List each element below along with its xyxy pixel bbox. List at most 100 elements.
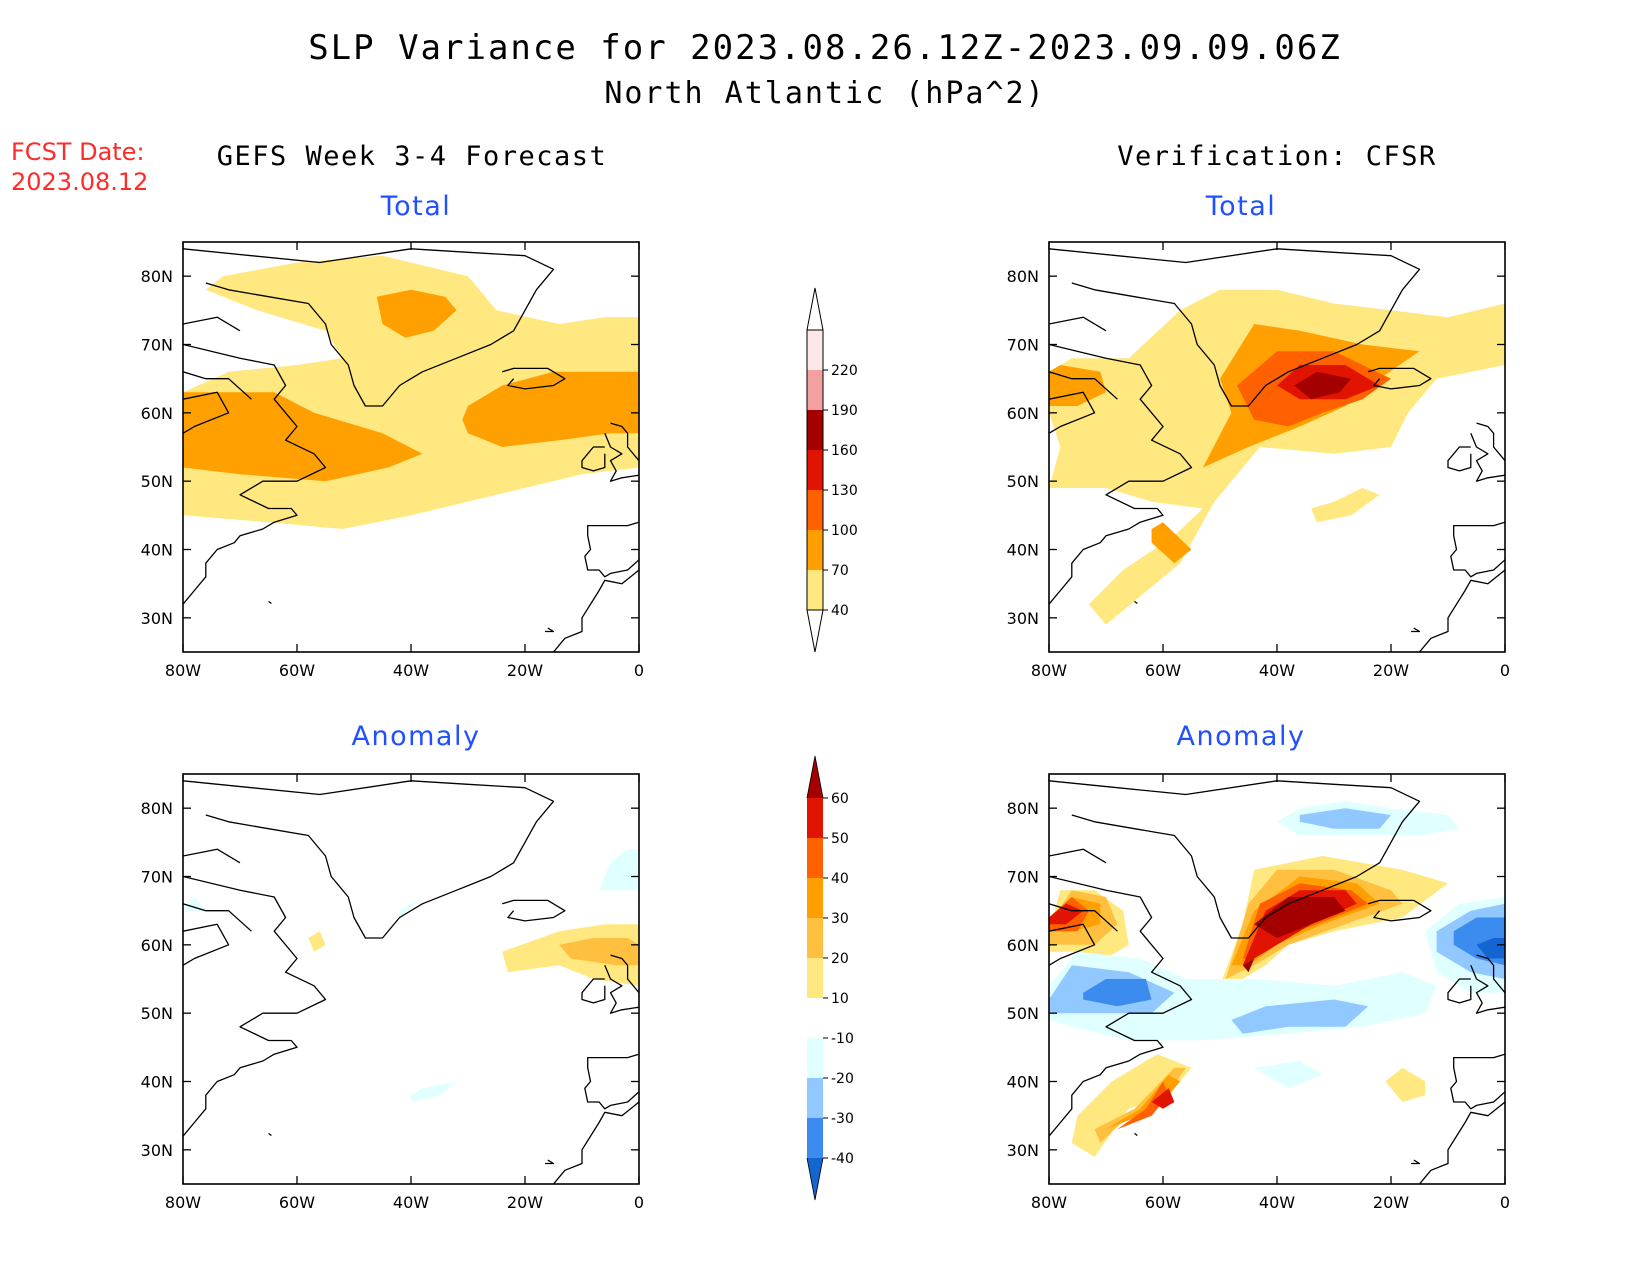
colorbar-anomaly-bottom-arrow: [807, 1158, 823, 1200]
lon-tick-label: 80W: [1031, 661, 1067, 680]
lon-tick-label: 40W: [393, 661, 429, 680]
coastline: [1134, 1132, 1138, 1137]
lat-tick-label: 80N: [1007, 799, 1039, 818]
coastline: [545, 1159, 555, 1165]
coastline: [604, 954, 639, 1014]
lon-tick-label: 60W: [279, 661, 315, 680]
coastline: [1049, 923, 1096, 966]
colorbar-total-label: 160: [831, 443, 858, 459]
contour-fill-minus-30: [1083, 979, 1152, 1007]
lat-tick-label: 60N: [1007, 936, 1039, 955]
lon-tick-label: 20W: [1373, 1193, 1409, 1212]
lat-tick-label: 50N: [141, 1004, 173, 1023]
contour-fill-20: [559, 938, 639, 966]
colorbar-anomaly-box: [807, 878, 823, 918]
colorbar-anomaly-label: 40: [831, 871, 849, 887]
colorbar-total-box: [807, 370, 823, 410]
coastline: [1049, 248, 1421, 407]
coastline: [545, 627, 555, 633]
colorbar-anomaly-box: [807, 1038, 823, 1078]
fc_anom-panel: [183, 774, 639, 1184]
coastline: [1134, 600, 1138, 605]
left-column-title: GEFS Week 3-4 Forecast: [216, 141, 608, 172]
contour-fill-minus-10: [1254, 1061, 1323, 1089]
lon-tick-label: 20W: [1373, 661, 1409, 680]
colorbar-anomaly-box: [807, 998, 823, 1038]
colorbar-total-top-arrow: [806, 287, 824, 331]
lat-tick-label: 40N: [1007, 1073, 1039, 1092]
coastline: [183, 903, 252, 932]
colorbar-anomaly-label: -20: [831, 1071, 854, 1087]
colorbar-total-box: [807, 410, 823, 450]
colorbar-anomaly-box: [807, 1118, 823, 1158]
coastline: [1470, 422, 1505, 482]
lat-tick-label: 30N: [1007, 1141, 1039, 1160]
colorbar-total-label: 190: [831, 403, 858, 419]
contour-fill-70: [376, 289, 457, 338]
lat-tick-label: 40N: [141, 1073, 173, 1092]
colorbar-anomaly-top-arrow: [807, 756, 823, 798]
fc-total-title: Total: [380, 191, 452, 222]
coastline: [183, 248, 555, 407]
colorbar-anomaly-label: -30: [831, 1111, 854, 1127]
colorbar-total-box: [807, 530, 823, 570]
lat-tick-label: 50N: [1007, 1004, 1039, 1023]
coastline: [1419, 569, 1505, 652]
coastline: [502, 367, 566, 390]
contour-fill-minus-20: [1299, 808, 1391, 829]
colorbar-anomaly-label: -40: [831, 1151, 854, 1167]
main-title: SLP Variance for 2023.08.26.12Z-2023.09.…: [308, 28, 1342, 68]
coastline: [1447, 446, 1472, 472]
contour-fill-40: [1311, 488, 1380, 523]
colorbar-anomaly-box: [807, 838, 823, 878]
colorbar-anomaly-bottom-outline: [806, 1157, 824, 1201]
coastline: [1049, 780, 1421, 939]
contour-fill-70: [1151, 522, 1192, 564]
colorbar-total-bottom-arrow: [806, 609, 824, 653]
colorbar-anomaly-top-outline: [806, 755, 824, 799]
coastline: [1049, 371, 1118, 400]
contour-fill-minus-40: [1476, 938, 1505, 959]
coastline: [268, 600, 272, 605]
lat-tick-label: 50N: [141, 472, 173, 491]
coastline: [183, 391, 230, 434]
lon-tick-label: 60W: [1145, 1193, 1181, 1212]
right-column-title: Verification: CFSR: [1117, 141, 1437, 172]
lon-tick-label: 80W: [1031, 1193, 1067, 1212]
contour-fill-160: [1294, 371, 1352, 400]
coastline: [183, 875, 327, 1137]
ob-anomaly-title: Anomaly: [1176, 721, 1306, 752]
ob_anom-panel: [1049, 774, 1505, 1184]
lat-tick-label: 40N: [141, 541, 173, 560]
coastline: [553, 569, 639, 652]
lon-tick-label: 20W: [507, 661, 543, 680]
colorbar-total-box: [807, 490, 823, 530]
coastline: [1411, 1159, 1421, 1165]
coastline: [1450, 1053, 1505, 1110]
lon-tick-label: 0: [634, 661, 644, 680]
contour-fill-50: [1151, 1088, 1175, 1109]
colorbar-total-box: [807, 330, 823, 370]
lat-tick-label: 50N: [1007, 472, 1039, 491]
panel-background: [183, 774, 639, 1184]
contour-fill-10: [1385, 1067, 1426, 1102]
lon-tick-label: 80W: [165, 661, 201, 680]
lat-tick-label: 30N: [1007, 609, 1039, 628]
lat-tick-label: 80N: [141, 799, 173, 818]
coastline: [268, 1132, 272, 1137]
colorbar-anomaly-label: 10: [831, 991, 849, 1007]
coastline: [584, 1053, 639, 1110]
coastline: [1049, 316, 1107, 332]
coastline: [183, 343, 327, 605]
contour-fill-minus-10: [599, 849, 639, 891]
lon-tick-label: 0: [634, 1193, 644, 1212]
lon-tick-label: 20W: [507, 1193, 543, 1212]
colorbar-anomaly-box: [807, 918, 823, 958]
coastline: [1419, 1101, 1505, 1184]
coastline: [1447, 978, 1472, 1004]
contour-fill-40: [1117, 1081, 1169, 1130]
coastline: [581, 446, 606, 472]
lat-tick-label: 80N: [141, 267, 173, 286]
contour-fill-50: [1049, 903, 1084, 925]
